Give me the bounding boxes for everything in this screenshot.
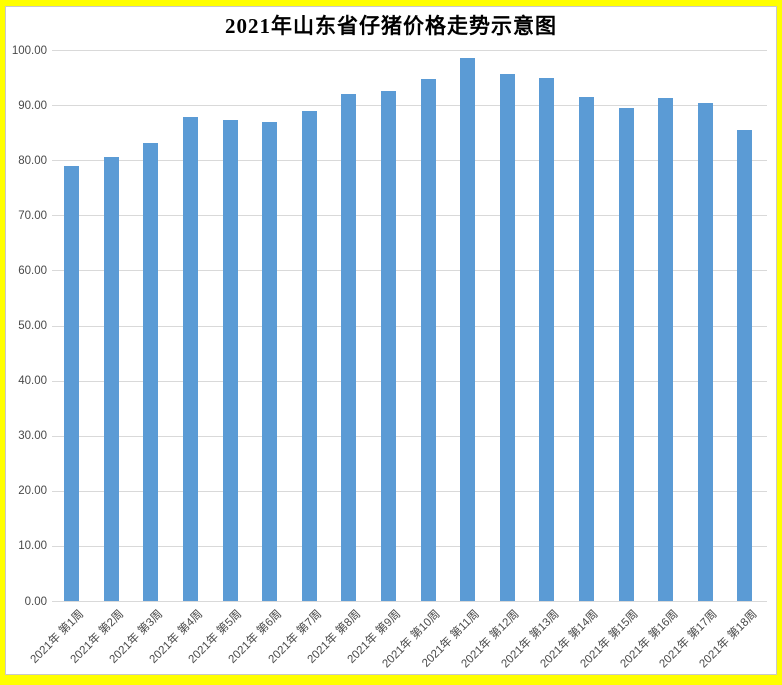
y-axis-tick-label: 40.00 [18, 375, 47, 388]
bar [301, 111, 317, 602]
gridline [52, 545, 767, 547]
bar [143, 143, 159, 602]
bar [618, 108, 634, 602]
chart-title: 2021年山东省仔猪价格走势示意图 [225, 14, 557, 38]
y-axis-tick-label: 70.00 [18, 209, 47, 222]
bar [64, 165, 80, 602]
y-axis-tick-label: 20.00 [18, 485, 47, 498]
bar [499, 74, 515, 602]
bar [420, 79, 436, 602]
bar [381, 91, 397, 602]
gridline [52, 270, 767, 272]
gridline [52, 50, 767, 51]
y-axis-tick-label: 0.00 [24, 595, 47, 608]
gridline [52, 435, 767, 437]
y-axis-tick-label: 50.00 [18, 320, 47, 332]
bar [222, 119, 238, 602]
gridline [52, 105, 767, 107]
gridline [52, 325, 767, 327]
bar [460, 58, 476, 602]
y-axis-tick-label: 90.00 [18, 99, 47, 112]
bar [658, 98, 674, 602]
bar [737, 129, 753, 602]
y-axis-tick-label: 30.00 [18, 430, 47, 443]
bar [103, 156, 119, 602]
gridline [52, 490, 767, 492]
bar [183, 116, 199, 602]
bar [262, 121, 278, 602]
gridline [52, 380, 767, 382]
bar [697, 102, 713, 602]
y-axis-tick-label: 10.00 [18, 540, 47, 553]
bar [539, 78, 555, 602]
y-axis-tick-label: 80.00 [18, 154, 47, 167]
gridline [52, 160, 767, 162]
bar [578, 96, 594, 602]
gridline [52, 215, 767, 217]
bar [341, 94, 357, 602]
gridline [52, 601, 767, 602]
y-axis-tick-label: 100.00 [11, 44, 47, 57]
y-axis-tick-label: 60.00 [18, 264, 47, 277]
